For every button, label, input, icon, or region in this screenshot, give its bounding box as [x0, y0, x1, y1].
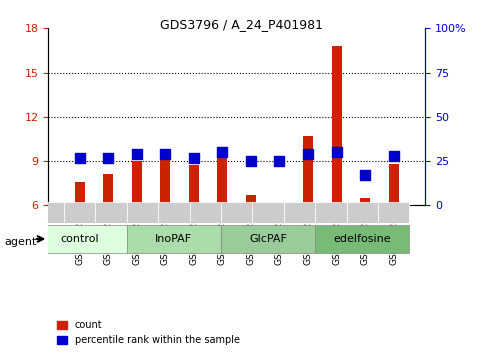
- FancyBboxPatch shape: [284, 202, 315, 223]
- Text: GDS3796 / A_24_P401981: GDS3796 / A_24_P401981: [160, 18, 323, 31]
- Point: [276, 158, 284, 164]
- FancyBboxPatch shape: [315, 202, 347, 223]
- Point: [390, 153, 398, 159]
- Bar: [132, 161, 142, 205]
- Bar: [103, 175, 113, 205]
- Text: edelfosine: edelfosine: [333, 234, 391, 244]
- FancyBboxPatch shape: [347, 202, 378, 223]
- Point: [161, 151, 169, 157]
- FancyBboxPatch shape: [158, 202, 190, 223]
- Bar: [189, 166, 199, 205]
- FancyBboxPatch shape: [378, 202, 410, 223]
- Text: agent: agent: [5, 238, 37, 247]
- FancyBboxPatch shape: [315, 225, 410, 253]
- Point: [304, 151, 312, 157]
- Bar: [246, 195, 256, 205]
- FancyBboxPatch shape: [127, 225, 221, 253]
- Bar: [274, 204, 284, 205]
- Bar: [217, 156, 227, 205]
- Text: GlcPAF: GlcPAF: [249, 234, 287, 244]
- FancyBboxPatch shape: [127, 202, 158, 223]
- FancyBboxPatch shape: [64, 202, 96, 223]
- Bar: [160, 160, 170, 205]
- Bar: [360, 198, 370, 205]
- Point: [133, 151, 141, 157]
- Bar: [303, 136, 313, 205]
- FancyBboxPatch shape: [33, 202, 64, 223]
- FancyBboxPatch shape: [253, 202, 284, 223]
- Legend: count, percentile rank within the sample: count, percentile rank within the sample: [53, 316, 243, 349]
- Text: InoPAF: InoPAF: [156, 234, 192, 244]
- Bar: [331, 46, 341, 205]
- Point: [104, 155, 112, 160]
- FancyBboxPatch shape: [33, 225, 127, 253]
- FancyBboxPatch shape: [96, 202, 127, 223]
- Bar: [75, 182, 85, 205]
- Point: [190, 155, 198, 160]
- Point: [247, 158, 255, 164]
- FancyBboxPatch shape: [221, 225, 315, 253]
- FancyBboxPatch shape: [190, 202, 221, 223]
- Point: [361, 172, 369, 178]
- Point: [218, 149, 226, 155]
- Point: [76, 155, 84, 160]
- Bar: [389, 164, 398, 205]
- Point: [333, 149, 341, 155]
- FancyBboxPatch shape: [221, 202, 253, 223]
- Text: control: control: [60, 234, 99, 244]
